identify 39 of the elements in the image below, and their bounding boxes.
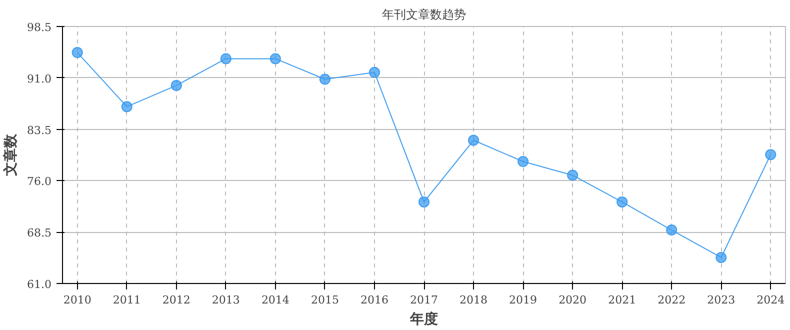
x-tick-label: 2020 <box>558 294 587 306</box>
x-tick-label: 2023 <box>707 294 736 306</box>
x-tick-label: 2011 <box>112 294 141 306</box>
x-axis-title: 年度 <box>409 310 438 328</box>
point <box>368 66 380 78</box>
y-tick-label: 61.0 <box>27 278 52 291</box>
x-tick-label: 2012 <box>162 294 190 306</box>
y-tick-label: 91.0 <box>27 72 52 86</box>
x-tick-label: 2014 <box>261 294 290 306</box>
x-tick-label: 2010 <box>63 294 92 306</box>
x-tick-label: 2017 <box>410 294 438 306</box>
point <box>270 53 281 64</box>
x-tick-label: 2022 <box>658 294 686 306</box>
point <box>72 47 83 58</box>
point <box>765 149 776 160</box>
x-tick-label: 2018 <box>460 294 488 306</box>
x-tick-label: 2024 <box>756 294 785 306</box>
y-tick-label: 76.0 <box>27 175 52 188</box>
point <box>567 170 578 181</box>
x-tick-label: 2016 <box>360 294 388 306</box>
point <box>518 156 529 167</box>
y-tick-label: 83.5 <box>27 124 52 137</box>
point <box>170 80 182 91</box>
point <box>616 196 628 208</box>
chart-title: 年刊文章数趋势 <box>382 8 466 22</box>
point <box>319 74 330 85</box>
y-axis-title: 文章数 <box>2 133 20 177</box>
point <box>666 224 678 236</box>
x-tick-label: 2013 <box>212 294 240 306</box>
point <box>220 53 232 64</box>
y-tick-label: 68.5 <box>27 226 52 240</box>
point <box>121 101 132 112</box>
point <box>418 196 430 208</box>
x-tick-label: 2015 <box>310 294 339 306</box>
point <box>716 252 727 263</box>
x-tick-label: 2019 <box>509 294 538 306</box>
point <box>468 134 480 146</box>
x-tick-label: 2021 <box>608 294 636 306</box>
y-tick-label: 98.5 <box>27 21 52 34</box>
